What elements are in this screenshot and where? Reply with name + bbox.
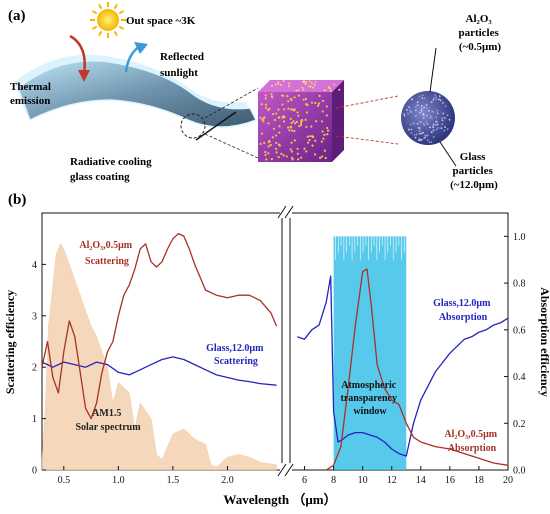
axis-break-icon [278, 202, 293, 477]
panel-b-label: (b) [8, 192, 26, 208]
al2o3-scattering-annotation: Al₂O₃,0.5μm Scattering [79, 240, 134, 267]
glass-pointer-line [440, 142, 456, 166]
coating-label: Radiative cooling glass coating [70, 156, 154, 183]
x-tick-label: 16 [445, 475, 455, 486]
x-tick-label: 0.5 [58, 475, 71, 486]
right-y-tick-label: 0.0 [513, 466, 526, 477]
glass-scattering-annotation: Glass,12.0μm Scattering [206, 343, 266, 367]
out-space-label: Out space ~3K [126, 15, 196, 27]
left-y-axis-title: Scattering efficiency [3, 290, 17, 394]
reflected-sunlight-label: Reflected sunlight [160, 51, 207, 79]
x-tick-label: 1.5 [167, 475, 180, 486]
x-tick-label: 10 [358, 475, 368, 486]
glass-absorption-annotation: Glass,12.0μm Absorption [433, 298, 493, 323]
glass-particles-label: Glass particles (~12.0μm) [450, 151, 498, 191]
right-y-tick-label: 0.8 [513, 279, 526, 290]
right-y-axis-title: Absorption efficiency [538, 287, 550, 397]
right-y-tick-label: 1.0 [513, 232, 526, 243]
al2o3-absorption-annotation: Al₂O₃,0.5μm Absorption [444, 429, 499, 454]
x-tick-label: 2.0 [221, 475, 234, 486]
x-tick-label: 6 [302, 475, 307, 486]
left-y-tick-label: 3 [32, 311, 37, 322]
left-y-tick-label: 2 [32, 363, 37, 374]
panel-a: (a) Out space ~3K Thermal emission Refle… [8, 2, 502, 191]
glass-particle-sphere-icon [401, 91, 455, 145]
x-axis-title: Wavelength （μm） [223, 492, 336, 507]
x-tick-label: 8 [331, 475, 336, 486]
x-tick-label: 1.0 [112, 475, 125, 486]
left-y-tick-label: 1 [32, 414, 37, 425]
left-y-tick-label: 0 [32, 466, 37, 477]
sun-icon [90, 2, 126, 38]
x-tick-label: 12 [387, 475, 397, 486]
panel-a-label: (a) [8, 8, 26, 24]
x-tick-label: 18 [474, 475, 484, 486]
right-y-tick-label: 0.2 [513, 419, 526, 430]
particle-cube-icon [258, 80, 344, 162]
left-y-tick-label: 4 [32, 260, 37, 271]
right-y-tick-label: 0.4 [513, 372, 526, 383]
right-y-tick-label: 0.6 [513, 325, 526, 336]
x-tick-label: 20 [503, 475, 513, 486]
x-tick-label: 14 [416, 475, 426, 486]
al2o3-pointer-line [430, 48, 436, 92]
al2o3-particles-label: Al₂O₃ particles (~0.5μm) [458, 13, 501, 53]
